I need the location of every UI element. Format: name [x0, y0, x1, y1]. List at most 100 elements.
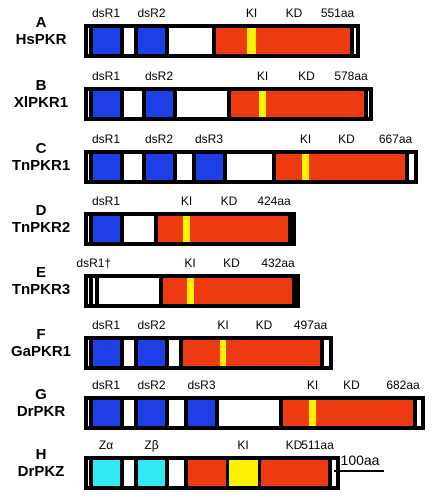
protein-row: B XlPKR1 dsR1 dsR2 KI KD 578aa	[0, 63, 432, 121]
domain-label: KI	[237, 438, 249, 452]
domain-label: KD	[255, 318, 273, 332]
domain-label: dsR2	[144, 69, 174, 83]
kinase-insert-region	[302, 154, 309, 180]
panel-letter: A	[35, 14, 47, 31]
domain-label: dsR1†	[76, 256, 112, 270]
protein-name: TnPKR1	[11, 157, 71, 174]
protein-name: DrPKZ	[17, 463, 65, 480]
dsrna-binding-domain	[184, 400, 219, 426]
kinase-domain	[226, 91, 368, 117]
protein-name: TnPKR2	[11, 219, 71, 236]
kinase-insert-region	[247, 28, 256, 54]
domain-label: dsR2	[137, 318, 166, 332]
dsrna-binding-domain	[134, 28, 169, 54]
kinase-insert-region	[186, 278, 194, 304]
domain-label: KD	[220, 194, 238, 208]
domain-label: KD	[338, 132, 355, 146]
kinase-insert-region	[183, 216, 190, 242]
protein-row: F GaPKR1 dsR1 dsR2 KI KD 497aa	[0, 312, 432, 370]
domain-label: KD	[343, 378, 360, 392]
domain-label: dsR2	[137, 378, 166, 392]
panel-letter: D	[35, 202, 47, 219]
length-label: 424aa	[257, 194, 291, 208]
protein-bar	[84, 336, 333, 370]
protein-row: A HsPKR dsR1 dsR2 KI KD 551aa	[0, 0, 432, 58]
domain-label: KD	[285, 6, 303, 20]
kinase-insert-region	[220, 340, 226, 366]
domain-label: KI	[306, 378, 319, 392]
dsrna-binding-domain	[88, 278, 99, 304]
kinase-domain	[271, 154, 409, 180]
protein-name: XlPKR1	[13, 94, 69, 111]
panel-letter: H	[35, 446, 47, 463]
domain-label: dsR1	[91, 6, 121, 20]
dsrna-binding-domain	[88, 91, 124, 117]
length-label: 511aa	[301, 438, 334, 452]
dsrna-binding-domain	[134, 340, 169, 366]
domain-label: dsR3	[194, 132, 224, 146]
kinase-insert-region	[309, 400, 316, 426]
length-label: 667aa	[378, 132, 413, 146]
length-label: 578aa	[334, 69, 368, 83]
scale-bar	[334, 470, 384, 472]
length-label: 551aa	[320, 6, 355, 20]
domain-label: KI	[299, 132, 312, 146]
domain-label: dsR1	[91, 318, 121, 332]
domain-label: dsR1	[91, 194, 121, 208]
z-dna-binding-domain	[88, 460, 124, 486]
kinase-insert-region	[225, 460, 261, 486]
dsrna-binding-domain	[88, 216, 124, 242]
length-label: 682aa	[386, 378, 420, 392]
protein-row: C TnPKR1 dsR1 dsR2 dsR3 KI KD 667aa	[0, 126, 432, 184]
protein-bar	[84, 24, 360, 58]
domain-label: KI	[180, 194, 193, 208]
protein-bar	[84, 396, 425, 430]
dsrna-binding-domain	[141, 91, 177, 117]
domain-label: Zβ	[144, 438, 159, 452]
domain-label: dsR1	[91, 132, 121, 146]
length-label: 432aa	[261, 256, 295, 270]
protein-bar	[84, 274, 300, 308]
dsrna-binding-domain	[134, 400, 169, 426]
protein-bar	[84, 87, 373, 121]
length-label: 497aa	[293, 318, 328, 332]
domain-label: Zα	[98, 438, 114, 452]
dsrna-binding-domain	[88, 28, 124, 54]
domain-label: KD	[223, 256, 240, 270]
protein-name: GaPKR1	[10, 343, 72, 360]
dsrna-binding-domain	[141, 154, 177, 180]
protein-name: HsPKR	[15, 31, 67, 48]
panel-letter: G	[35, 386, 47, 403]
kinase-insert-region	[259, 91, 266, 117]
domain-label: KI	[217, 318, 229, 332]
domain-label: KI	[256, 69, 269, 83]
protein-row: H DrPKZ Zα Zβ KI KD 511aa	[0, 432, 432, 490]
dsrna-binding-domain	[191, 154, 227, 180]
domain-label: dsR2	[137, 6, 166, 20]
domain-label: KI	[245, 6, 258, 20]
kinase-domain	[179, 340, 324, 366]
dsrna-binding-domain	[88, 400, 124, 426]
dsrna-binding-domain	[88, 340, 124, 366]
scale-bar-label: 100aa	[340, 452, 380, 468]
domain-label: KD	[285, 438, 303, 452]
dsrna-binding-domain	[88, 154, 124, 180]
kinase-domain	[279, 400, 417, 426]
kinase-domain	[159, 278, 296, 304]
protein-row: G DrPKR dsR1 dsR2 dsR3 KI KD 682aa	[0, 372, 432, 430]
protein-name: DrPKR	[16, 403, 66, 420]
panel-letter: E	[35, 264, 46, 281]
domain-label: dsR3	[187, 378, 216, 392]
kinase-domain	[154, 216, 292, 242]
panel-letter: C	[35, 140, 47, 157]
protein-bar	[84, 212, 296, 246]
panel-letter: B	[35, 77, 47, 94]
protein-bar	[84, 150, 418, 184]
domain-label: KI	[184, 256, 196, 270]
kinase-domain	[211, 28, 354, 54]
protein-row: E TnPKR3 dsR1† KI KD 432aa	[0, 250, 432, 308]
domain-label: dsR2	[144, 132, 174, 146]
protein-row: D TnPKR2 dsR1 KI KD 424aa	[0, 188, 432, 246]
protein-bar	[84, 456, 340, 490]
